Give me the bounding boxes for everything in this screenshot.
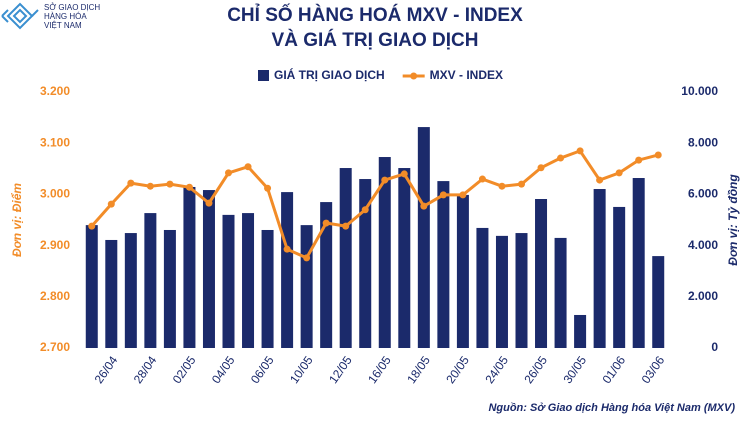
line-marker	[107, 200, 115, 208]
y2-tick-label: 8.000	[688, 135, 718, 149]
line-marker	[518, 180, 525, 188]
line-marker	[283, 245, 291, 253]
line-marker	[596, 176, 604, 184]
line-marker	[459, 191, 467, 199]
line-marker	[225, 169, 232, 177]
chart-title: CHỈ SỐ HÀNG HOÁ MXV - INDEX	[227, 4, 523, 26]
line-marker	[127, 179, 135, 187]
bar	[242, 213, 255, 348]
bar	[124, 233, 137, 348]
source-note: Nguồn: Sở Giao dịch Hàng hóa Việt Nam (M…	[488, 402, 735, 414]
bar	[574, 314, 587, 348]
line-marker	[635, 156, 643, 164]
line-marker	[185, 183, 193, 191]
logo-mark	[1, 2, 39, 30]
bar	[593, 189, 606, 348]
bar	[320, 202, 333, 348]
line-marker	[244, 163, 252, 171]
logo-text: HÀNG HÓA	[44, 12, 87, 21]
bar	[339, 168, 352, 348]
bar	[378, 157, 391, 348]
line-marker	[654, 151, 662, 159]
bar	[613, 206, 626, 348]
line-marker	[88, 222, 96, 230]
bar	[202, 190, 215, 348]
y2-tick-label: 10.000	[681, 84, 718, 98]
line-marker	[400, 170, 408, 178]
bar	[183, 186, 196, 348]
bar	[300, 225, 313, 348]
y-axis-label: Đơn vị: Điểm	[10, 183, 24, 257]
line-marker	[342, 222, 350, 230]
y-tick-label: 2.800	[40, 289, 70, 303]
bar	[163, 229, 176, 348]
chart-title: VÀ GIÁ TRỊ GIAO DỊCH	[272, 29, 479, 51]
logo-text: VIỆT NAM	[44, 21, 82, 30]
bar	[495, 235, 508, 348]
bar	[476, 227, 489, 348]
line-marker	[420, 202, 428, 210]
line-marker	[615, 169, 623, 177]
legend-swatch	[410, 72, 418, 80]
line-marker	[537, 164, 545, 172]
y-tick-label: 2.700	[40, 340, 70, 354]
y-tick-label: 3.200	[40, 84, 70, 98]
bar	[105, 239, 118, 348]
bar	[359, 179, 372, 348]
line-marker	[146, 182, 154, 190]
bar	[417, 127, 430, 349]
bar	[281, 192, 294, 348]
bar	[222, 214, 235, 348]
y-tick-label: 3.100	[40, 135, 70, 149]
bar	[398, 168, 411, 348]
y2-tick-label: 2.000	[688, 289, 718, 303]
y2-tick-label: 4.000	[688, 238, 718, 252]
line-marker	[478, 175, 486, 183]
bar	[554, 237, 567, 348]
line-marker	[264, 184, 272, 192]
legend-label: GIÁ TRỊ GIAO DỊCH	[274, 67, 385, 82]
bar	[652, 256, 665, 348]
line-marker	[303, 254, 311, 262]
bar	[456, 194, 469, 348]
logo-text: SỞ GIAO DỊCH	[44, 3, 100, 12]
legend-label: MXV - INDEX	[430, 68, 503, 82]
bar	[85, 225, 98, 348]
y2-tick-label: 0	[711, 340, 718, 354]
y-tick-label: 3.000	[40, 187, 70, 201]
line-marker	[498, 182, 506, 190]
bar	[535, 199, 548, 348]
line-marker	[205, 199, 213, 207]
y-tick-label: 2.900	[40, 238, 70, 252]
bar	[437, 181, 450, 348]
line-marker	[322, 219, 330, 227]
line-marker	[381, 176, 389, 184]
line-marker	[439, 191, 447, 199]
line-marker	[166, 180, 174, 188]
line-marker	[576, 147, 584, 155]
y2-axis-label: Đơn vị: Tỷ đồng	[726, 174, 740, 266]
bar	[515, 233, 528, 348]
line-marker	[557, 154, 565, 162]
bar	[632, 178, 645, 348]
y2-tick-label: 6.000	[688, 187, 718, 201]
bar	[261, 229, 274, 348]
bar	[144, 213, 157, 348]
legend-swatch	[258, 70, 269, 81]
line-marker	[361, 206, 369, 214]
